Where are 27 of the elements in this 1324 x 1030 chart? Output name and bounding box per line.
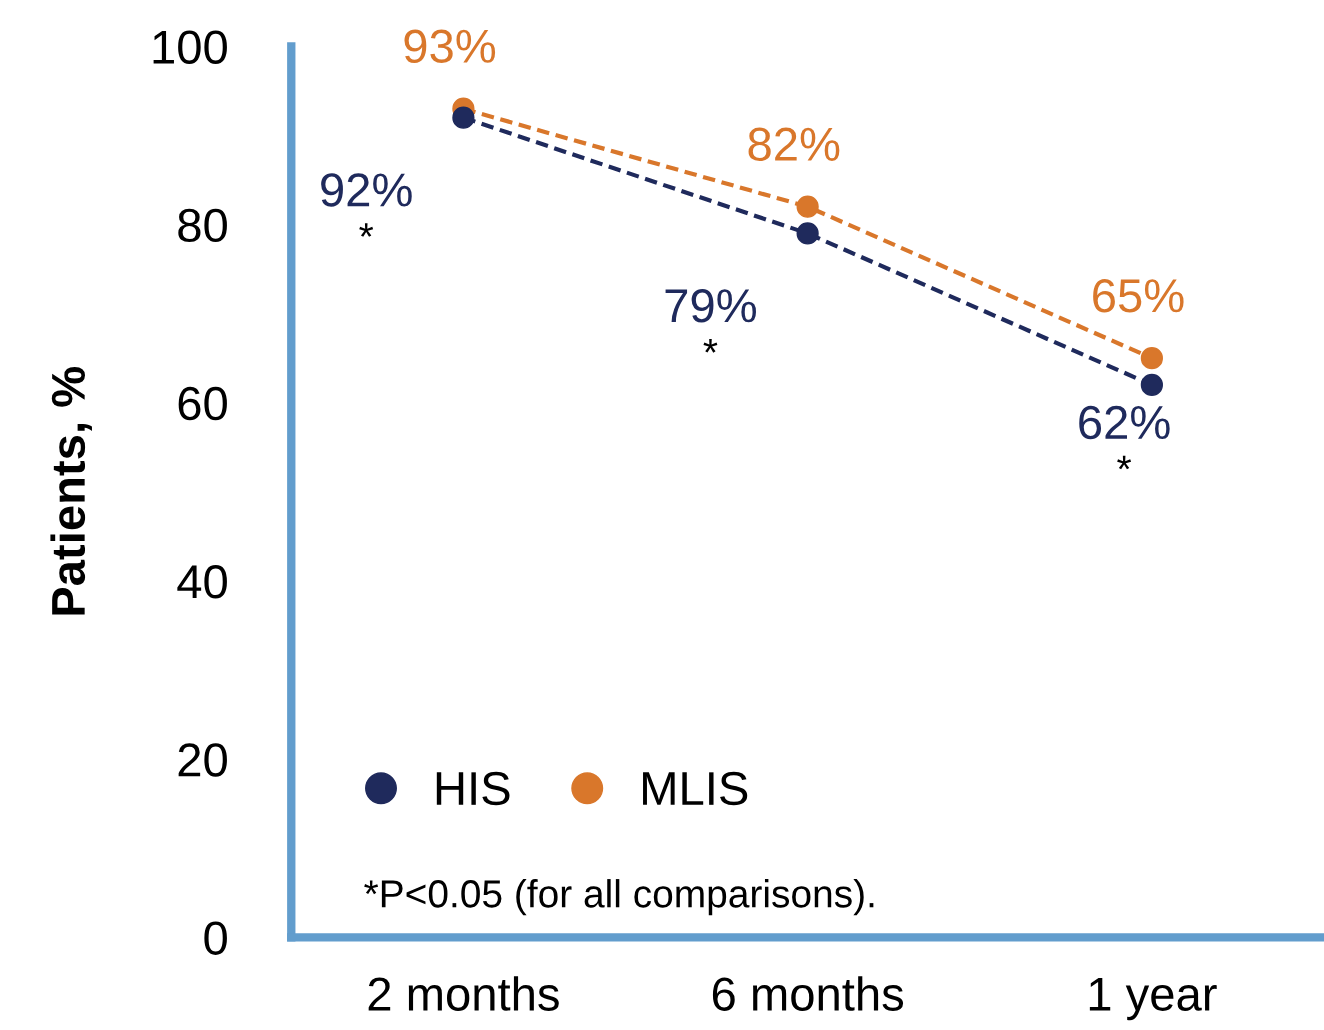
y-tick-label: 80 xyxy=(178,208,227,243)
y-tick-label: 20 xyxy=(178,743,227,777)
data-label: 92% xyxy=(321,173,412,207)
point xyxy=(796,222,819,245)
annotation: * xyxy=(359,223,374,237)
point xyxy=(452,106,475,129)
data-label: 62% xyxy=(1079,405,1170,440)
point xyxy=(1140,347,1163,370)
annotation: * xyxy=(1117,455,1132,470)
data-label: 82% xyxy=(748,127,840,162)
annotation: * xyxy=(703,338,718,353)
data-label: 79% xyxy=(665,289,756,323)
legend-label: HIS xyxy=(436,771,510,806)
x-tick-label: 6 months xyxy=(712,976,904,1011)
y-tick-label: 0 xyxy=(204,921,227,955)
annotation: *P<0.05 (for all comparisons). xyxy=(364,879,874,916)
x-tick-label: 1 year xyxy=(1089,977,1217,1021)
y-tick-label: 100 xyxy=(153,30,227,64)
data-label: 65% xyxy=(1093,279,1184,313)
point xyxy=(1140,373,1163,397)
y-tick-label: 60 xyxy=(178,386,227,421)
data-label: 93% xyxy=(404,29,496,64)
y-axis-title: Patients, % xyxy=(50,367,92,615)
legend-label: MLIS xyxy=(643,771,748,806)
point xyxy=(796,195,819,218)
x-tick-label: 2 months xyxy=(368,976,559,1011)
y-tick-label: 40 xyxy=(177,565,227,599)
